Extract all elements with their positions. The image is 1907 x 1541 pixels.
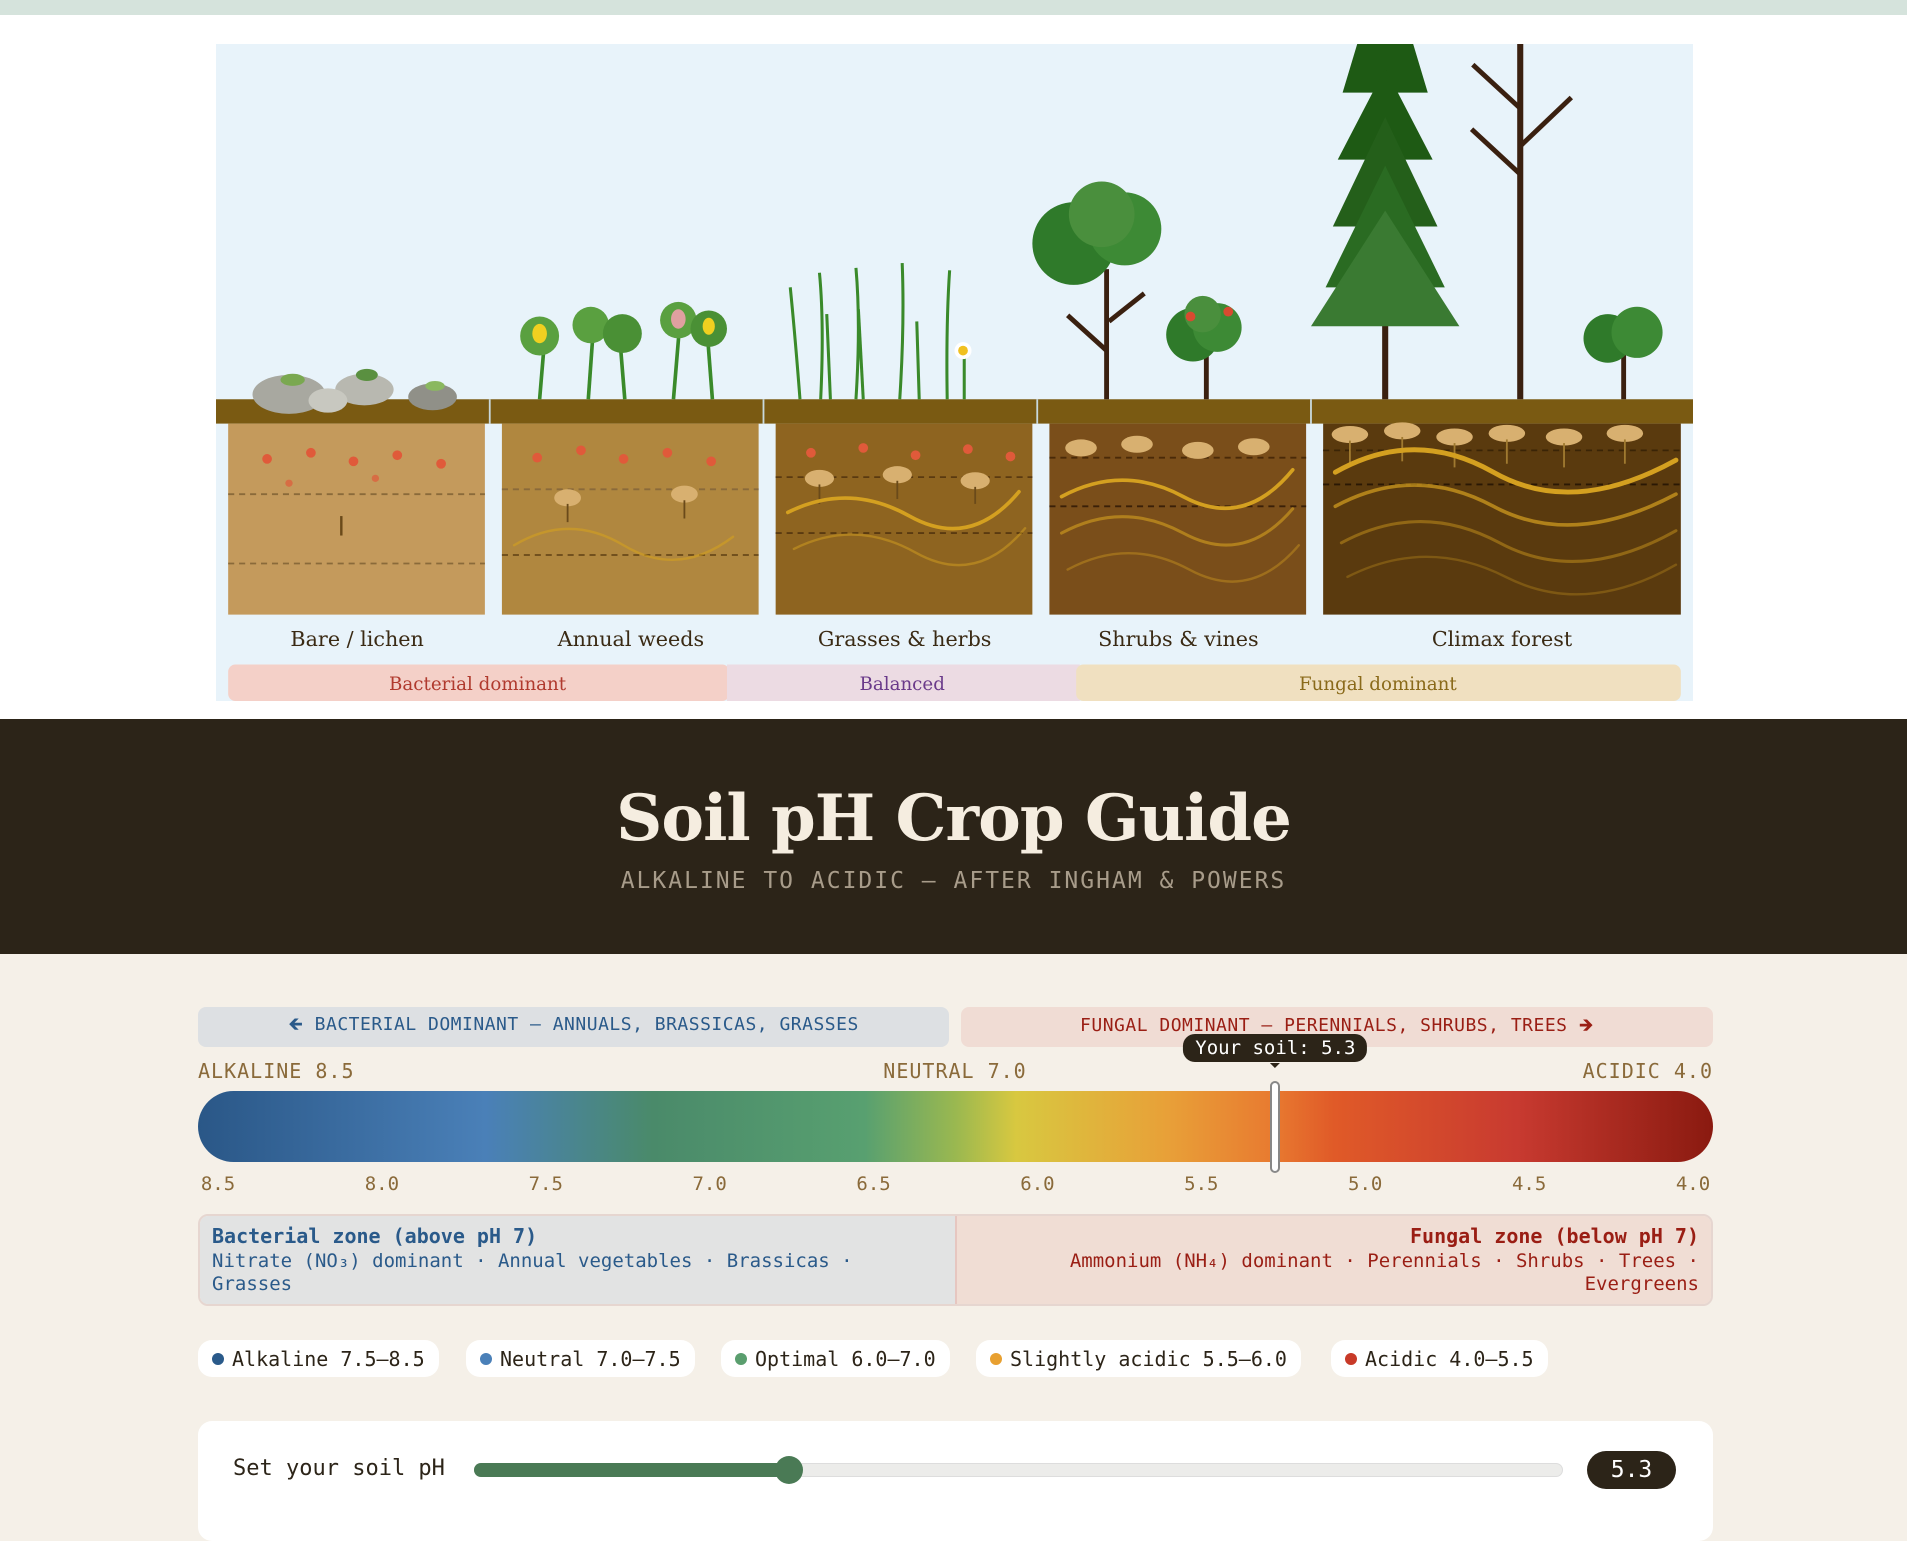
legend-item: Acidic 4.0–5.5 — [1331, 1340, 1548, 1377]
bacterial-zone-title: Bacterial zone (above pH 7) — [212, 1224, 538, 1248]
soil-column-1 — [228, 423, 485, 615]
ph-tick: 5.0 — [1348, 1173, 1383, 1195]
ph-tick: 4.5 — [1511, 1173, 1547, 1195]
soil-column-2 — [501, 423, 759, 615]
legend-dot-icon — [212, 1352, 224, 1365]
legend-dot-icon — [990, 1352, 1002, 1365]
ph-input-card — [198, 1421, 1713, 1541]
zone-info: Bacterial zone (above pH 7) Nitrate (NO₃… — [198, 1214, 1713, 1306]
bacterial-banner: 🡸 BACTERIAL DOMINANT — ANNUALS, BRASSICA… — [198, 1007, 949, 1047]
legend-dot-icon — [480, 1352, 492, 1365]
zone-label-fungal: Fungal dominant — [1299, 674, 1457, 695]
legend-label: Slightly acidic 5.5–6.0 — [1010, 1346, 1287, 1371]
stage-label: Climax forest — [1432, 627, 1573, 651]
legend-item: Optimal 6.0–7.0 — [721, 1340, 950, 1377]
ph-slider-fill — [474, 1463, 789, 1477]
ph-tick: 7.0 — [692, 1173, 727, 1195]
top-strip — [0, 0, 1907, 15]
ph-tick: 8.0 — [364, 1173, 400, 1195]
legend-label: Neutral 7.0–7.5 — [500, 1346, 681, 1371]
ground-strip — [216, 399, 1693, 424]
slider-label: Set your soil pH — [233, 1456, 445, 1481]
stage-label: Shrubs & vines — [1098, 627, 1259, 651]
zone-label-bacterial: Bacterial dominant — [389, 674, 567, 695]
legend-label: Optimal 6.0–7.0 — [755, 1346, 936, 1371]
acidic-label: ACIDIC 4.0 — [1582, 1059, 1713, 1083]
legend-item: Alkaline 7.5–8.5 — [198, 1340, 439, 1377]
illustration-section: Bare / lichen Annual weeds Grasses & her… — [0, 15, 1907, 719]
soil-column-4 — [1049, 423, 1307, 615]
ph-tick: 7.5 — [528, 1173, 563, 1195]
page-subtitle: ALKALINE TO ACIDIC — AFTER INGHAM & POWE… — [620, 868, 1287, 894]
fungal-zone-panel: Fungal zone (below pH 7) Ammonium (NH₄) … — [957, 1216, 1711, 1304]
ph-slider-thumb[interactable] — [774, 1456, 803, 1484]
alkaline-label: ALKALINE 8.5 — [198, 1059, 355, 1083]
legend-dot-icon — [735, 1352, 747, 1365]
legend-label: Acidic 4.0–5.5 — [1365, 1346, 1534, 1371]
ph-tick: 4.0 — [1675, 1173, 1711, 1195]
stage-label: Annual weeds — [557, 627, 704, 651]
ph-tick: 5.5 — [1184, 1173, 1219, 1195]
legend-dot-icon — [1345, 1352, 1357, 1365]
soil-ph-marker — [1270, 1081, 1281, 1173]
zone-label-balanced: Balanced — [859, 674, 945, 695]
ph-tick: 6.0 — [1020, 1173, 1055, 1195]
ph-value-badge: 5.3 — [1587, 1451, 1676, 1489]
stage-label: Bare / lichen — [290, 627, 423, 651]
page-header: Soil pH Crop Guide ALKALINE TO ACIDIC — … — [0, 719, 1907, 954]
bacterial-zone-panel: Bacterial zone (above pH 7) Nitrate (NO₃… — [200, 1216, 957, 1304]
legend-label: Alkaline 7.5–8.5 — [232, 1346, 425, 1371]
fungal-zone-text: Ammonium (NH₄) dominant · Perennials · S… — [1069, 1250, 1699, 1295]
legend-item: Slightly acidic 5.5–6.0 — [976, 1340, 1301, 1377]
ph-tick: 8.5 — [200, 1173, 236, 1195]
page-title: Soil pH Crop Guide — [616, 781, 1292, 856]
ph-gradient-bar — [198, 1091, 1713, 1162]
bacterial-zone-text: Nitrate (NO₃) dominant · Annual vegetabl… — [212, 1250, 853, 1295]
legend-item: Neutral 7.0–7.5 — [466, 1340, 695, 1377]
neutral-label: NEUTRAL 7.0 — [883, 1059, 1027, 1083]
ph-tick: 6.5 — [856, 1173, 891, 1195]
your-soil-tooltip: Your soil: 5.3 — [1183, 1034, 1368, 1068]
stage-label: Grasses & herbs — [818, 627, 992, 651]
fungal-zone-title: Fungal zone (below pH 7) — [1410, 1224, 1699, 1248]
succession-illustration: Bare / lichen Annual weeds Grasses & her… — [216, 44, 1693, 701]
